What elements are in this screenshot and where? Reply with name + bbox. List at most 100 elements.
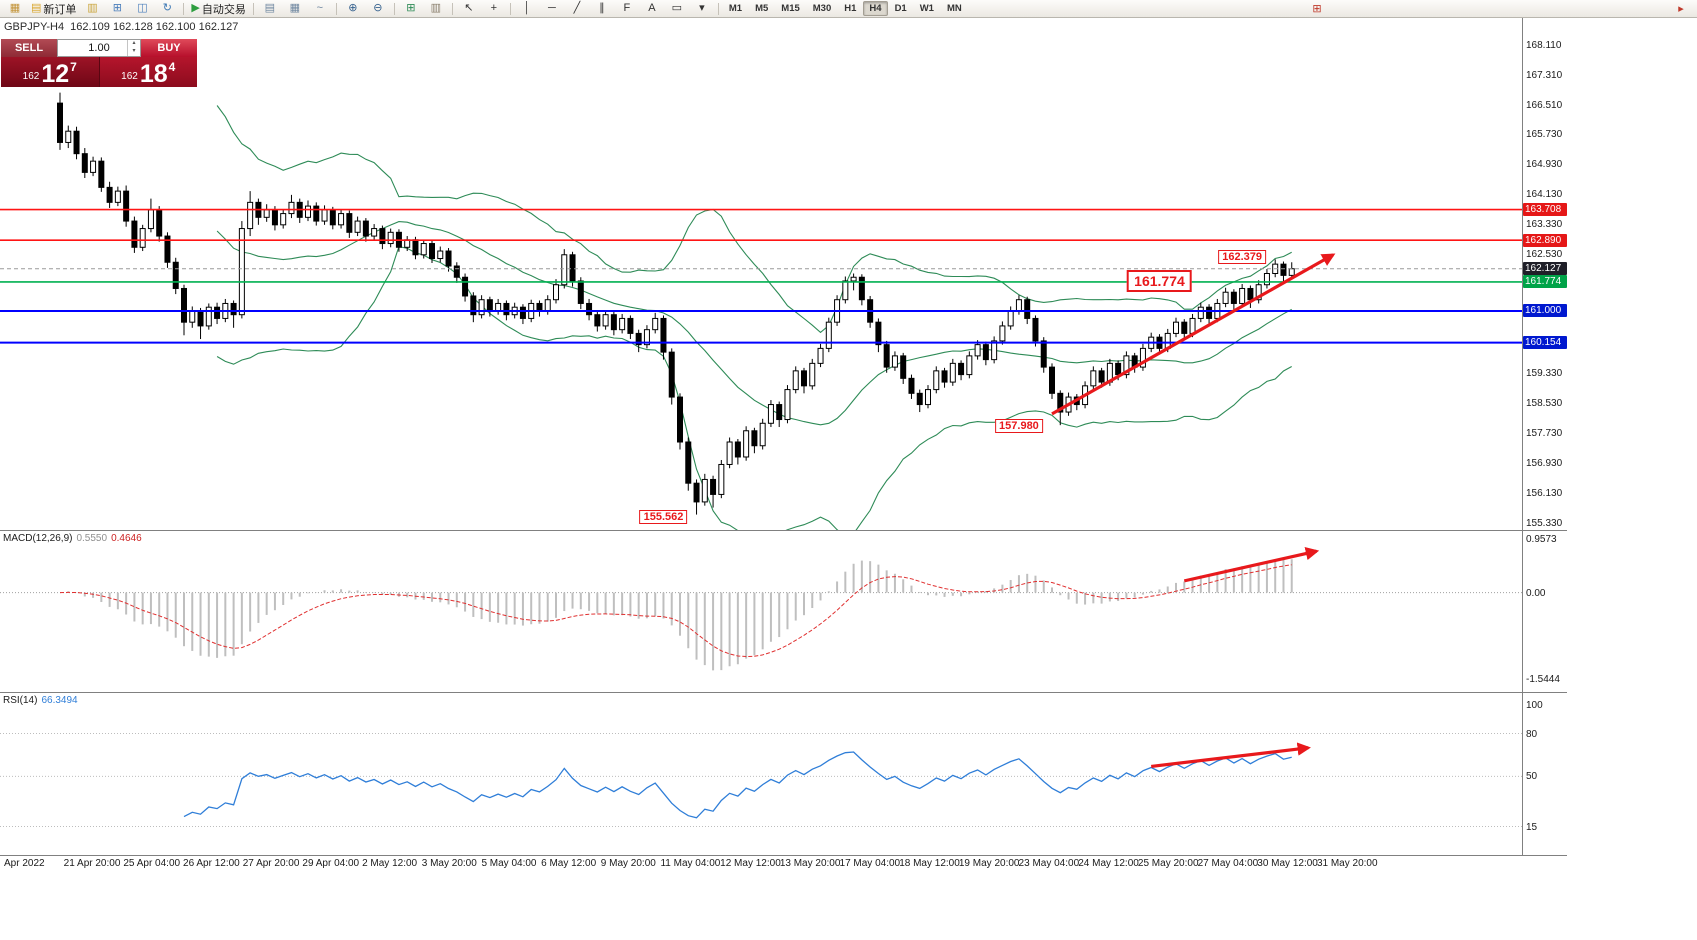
fibonacci-tool-button[interactable]: F [615,0,639,17]
arrows-tool-button[interactable]: ▾ [690,0,714,17]
sell-price[interactable]: 162 12 7 [1,57,100,87]
timeframe-h4[interactable]: H4 [863,1,888,16]
macd-info: MACD(12,26,9) 0.5550 0.4646 [3,533,146,544]
cursor-icon: ↖ [464,2,474,14]
new-order-icon: ▤ [31,2,42,14]
timeframe-w1[interactable]: W1 [919,3,934,14]
shapes-tool-button[interactable]: ▭ [665,0,689,17]
price-axis-label: 155.330 [1526,518,1563,530]
bar-chart-mode-button[interactable]: ▤ [258,0,282,17]
refresh-icon: ↻ [162,2,173,14]
data-window-icon: ◫ [137,2,148,14]
price-axis-tag: 161.000 [1523,304,1567,318]
volume-spinner: ▴ ▾ [127,40,140,56]
text-tool-icon: A [648,2,656,14]
toolbar-separator [252,2,254,15]
templates-button[interactable]: ▥ [424,0,448,17]
crosshair-button[interactable]: + [482,0,506,17]
timeframe-h1[interactable]: H1 [844,3,857,14]
annotations-layer [0,17,1567,856]
autotrading-icon: ▶ [191,2,200,14]
price-label-annotation[interactable]: 155.562 [639,509,688,524]
date-axis-label: 18 May 12:00 [899,858,960,869]
horizontal-line-tool-button[interactable]: ─ [540,0,564,17]
channel-tool-icon: ∥ [599,2,605,14]
timeframe-d1[interactable]: D1 [894,3,907,14]
toolbar-overflow-button[interactable]: ▸ [1669,1,1693,18]
price-axis-label: 167.310 [1526,69,1563,81]
macd-label: MACD(12,26,9) [3,533,73,544]
volume-input[interactable]: 1.00 ▴ ▾ [57,39,141,57]
price-label-annotation[interactable]: 161.774 [1127,269,1192,292]
timeframe-m15[interactable]: M15 [781,3,800,14]
buy-price[interactable]: 162 18 4 [99,57,197,88]
zoom-out-button[interactable]: ⊖ [366,0,390,17]
chart-profiles-icon: ▥ [87,2,98,14]
timeframe-mn[interactable]: MN [946,3,962,14]
new-order-button[interactable]: ▤ 新订单 [28,0,79,17]
volume-up-button[interactable]: ▴ [132,40,136,46]
date-axis-label: 12 May 12:00 [720,858,781,869]
macd-axis-label: 0.9573 [1526,533,1557,545]
zoom-in-button[interactable]: ⊕ [341,0,365,17]
autotrading-label: 自动交易 [201,3,246,16]
price-label-annotation[interactable]: 157.980 [995,418,1043,433]
indicators-button[interactable]: ⊞ [399,0,423,17]
autotrading-button[interactable]: ▶ 自动交易 [188,0,248,17]
vertical-line-tool-button[interactable]: │ [515,0,539,17]
symbol-title: GBPJPY-H4 [4,21,65,33]
date-axis-label: 27 Apr 20:00 [242,858,300,869]
chart-shift-button[interactable]: ⊞ [1305,1,1329,18]
volume-value: 1.00 [88,42,110,54]
new-chart-button[interactable]: ▦ [3,0,27,17]
price-axis-tag: 161.774 [1523,275,1567,289]
candles-layer [57,92,1295,515]
timeframe-m30[interactable]: M30 [812,3,832,14]
refresh-button[interactable]: ↻ [155,0,179,17]
rsi-axis-label: 80 [1526,728,1538,740]
timeframe-m1[interactable]: M1 [728,3,743,14]
rsi-info: RSI(14) 66.3494 [3,695,82,706]
shapes-tool-icon: ▭ [671,2,683,14]
sell-button[interactable]: SELL [1,39,57,57]
toolbar-separator [183,2,185,15]
date-axis-label: 29 Apr 04:00 [302,858,360,869]
macd-axis-label: 0.00 [1526,587,1546,599]
price-label-annotation[interactable]: 162.379 [1218,249,1267,264]
date-axis-label: 17 May 04:00 [839,858,901,869]
channel-tool-button[interactable]: ∥ [590,0,614,17]
toolbar-separator [335,2,337,15]
candlestick-chart-mode-button[interactable]: ▦ [283,0,307,17]
hlines-layer [0,208,1522,344]
timeframe-m5[interactable]: M5 [755,3,769,14]
bollinger-bands [216,105,1292,530]
fibonacci-tool-icon: F [623,2,631,14]
date-axis-label: 23 May 04:00 [1018,858,1080,869]
price-axis-label: 164.930 [1526,158,1563,170]
buy-button[interactable]: BUY [141,39,197,57]
sell-pips: 12 [41,60,70,88]
trendline-tool-icon: ╱ [573,2,581,14]
one-click-trading-panel: SELL 1.00 ▴ ▾ BUY 162 12 7 162 18 4 [1,39,197,87]
price-axis-tag: 163.708 [1523,203,1567,217]
trend-arrow-macd[interactable] [1183,546,1320,583]
trend-arrow-rsi[interactable] [1151,742,1311,769]
cursor-button[interactable]: ↖ [457,0,481,17]
macd-axis-label: -1.5444 [1526,674,1560,686]
text-tool-button[interactable]: A [640,0,664,17]
date-axis-label: 5 May 04:00 [481,858,537,869]
data-window-button[interactable]: ◫ [130,0,154,17]
date-axis-label: 13 May 20:00 [779,858,841,869]
trend-arrow-main[interactable] [1051,253,1336,416]
market-watch-button[interactable]: ⊞ [105,0,129,17]
macd-value: 0.5550 [76,533,108,544]
line-chart-mode-button[interactable]: ~ [308,0,332,17]
trendline-tool-button[interactable]: ╱ [565,0,589,17]
buy-pips: 18 [139,60,168,88]
chart-profiles-button[interactable]: ▥ [80,0,104,17]
rsi-label: RSI(14) [3,695,38,706]
price-axis-label: 166.510 [1526,99,1563,111]
macd-layer [0,559,1522,671]
volume-down-button[interactable]: ▾ [132,48,136,54]
